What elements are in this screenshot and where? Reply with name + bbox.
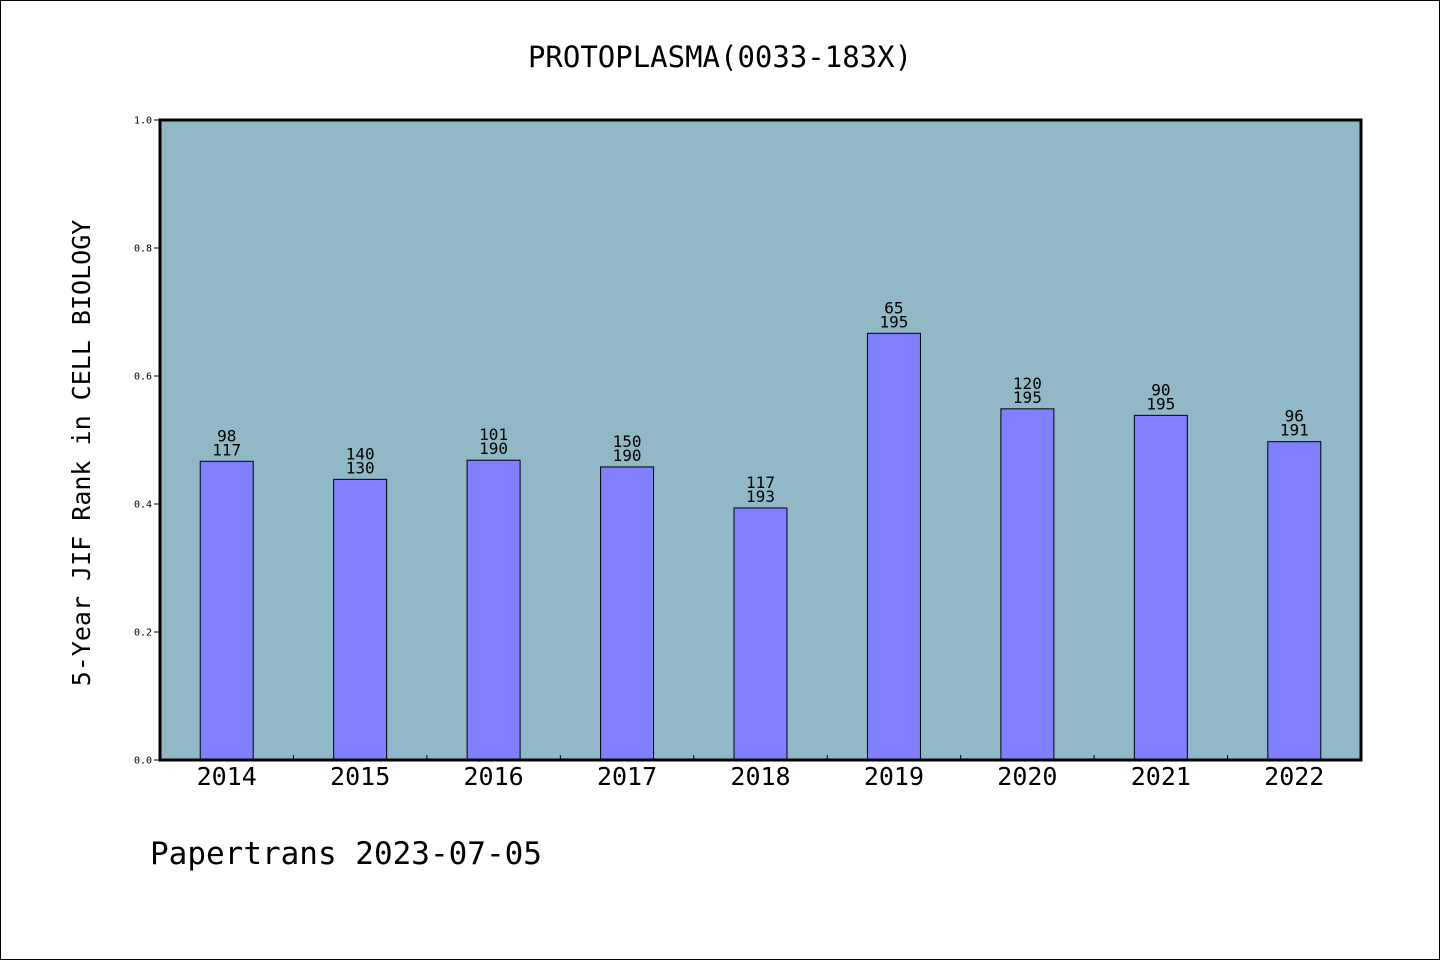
bar-rank-label: 101 — [479, 425, 508, 444]
bar-total-label: 190 — [479, 439, 508, 458]
bar-2022 — [1267, 441, 1322, 761]
bar-2015 — [333, 478, 388, 761]
y-tick-label: 1.0 — [134, 116, 152, 127]
y-tick-label: 0.0 — [134, 756, 152, 767]
bar-2016 — [466, 459, 521, 761]
x-tick-label: 2020 — [997, 762, 1057, 791]
bar-rank-label: 140 — [346, 444, 375, 463]
bar-total-label: 193 — [746, 487, 775, 506]
footer-text: Papertrans 2023-07-05 — [150, 836, 542, 872]
x-tick-label: 2015 — [330, 762, 390, 791]
bar-total-label: 195 — [879, 312, 908, 331]
bar-2018 — [733, 507, 788, 761]
x-axis: 2014 2015 2016 2017 2018 2019 2020 2021 2022 — [197, 755, 1324, 791]
y-tick-label: 0.2 — [134, 628, 152, 639]
bar-total-label: 195 — [1013, 388, 1042, 407]
bar-2014 — [199, 460, 254, 761]
bar-total-label: 191 — [1280, 421, 1309, 440]
bar-2020 — [1000, 408, 1055, 761]
x-tick-label: 2022 — [1264, 762, 1324, 791]
y-tick-label: 0.6 — [134, 372, 152, 383]
bar-rank-label: 96 — [1285, 407, 1304, 426]
plot-border — [158, 118, 1363, 762]
bar-rank-label: 117 — [746, 473, 775, 492]
bar-rank-label: 65 — [884, 298, 903, 317]
bar-2017 — [600, 466, 655, 761]
chart-title: PROTOPLASMA(0033-183X) — [528, 40, 912, 74]
bar-rank-label: 150 — [613, 432, 642, 451]
x-tick-label: 2017 — [597, 762, 657, 791]
bar-total-label: 195 — [1146, 394, 1175, 413]
bar-rank-label: 120 — [1013, 374, 1042, 393]
x-tick-label: 2021 — [1131, 762, 1191, 791]
y-axis-label: 5-Year JIF Rank in CELL BIOLOGY — [67, 220, 96, 687]
x-tick-label: 2016 — [464, 762, 524, 791]
bar-rank-label: 90 — [1151, 380, 1170, 399]
x-tick-label: 2018 — [730, 762, 790, 791]
x-tick-label: 2014 — [197, 762, 257, 791]
bar-total-label: 190 — [613, 446, 642, 465]
x-tick-label: 2019 — [864, 762, 924, 791]
y-tick-label: 0.8 — [134, 244, 152, 255]
y-tick-label: 0.4 — [134, 500, 152, 511]
bar-2019 — [866, 332, 921, 761]
bar-total-label: 117 — [212, 440, 241, 459]
bar-rank-label: 98 — [217, 426, 236, 445]
bar-total-label: 130 — [346, 458, 375, 477]
y-axis: 0.0 0.2 0.4 0.6 0.8 1.0 — [134, 116, 160, 767]
bar-2021 — [1133, 414, 1188, 761]
